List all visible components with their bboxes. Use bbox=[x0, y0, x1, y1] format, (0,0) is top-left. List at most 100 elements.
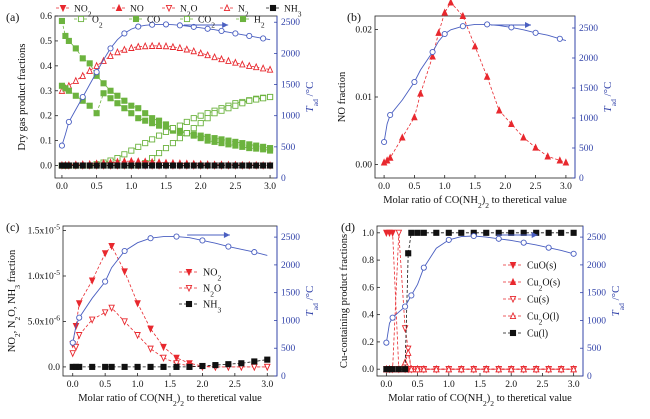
data-point bbox=[135, 115, 142, 122]
y-tick-label: 0.01 bbox=[355, 93, 372, 103]
data-point bbox=[445, 236, 452, 243]
data-point bbox=[251, 249, 258, 256]
data-point bbox=[245, 61, 253, 69]
data-point bbox=[417, 89, 424, 97]
data-point bbox=[121, 151, 128, 158]
data-point bbox=[408, 229, 415, 236]
data-point bbox=[128, 102, 135, 109]
data-point bbox=[252, 62, 260, 71]
legend-label: NO2 bbox=[203, 268, 221, 283]
data-point bbox=[156, 150, 163, 157]
data-point bbox=[173, 233, 180, 240]
data-point bbox=[79, 55, 86, 62]
data-point bbox=[176, 135, 183, 142]
data-point bbox=[520, 133, 527, 141]
x-tick-label: 2.0 bbox=[196, 380, 208, 390]
legend-marker bbox=[509, 261, 517, 270]
arrow-head-icon bbox=[222, 22, 229, 28]
data-point bbox=[135, 23, 142, 30]
data-point bbox=[162, 162, 170, 169]
data-point bbox=[79, 71, 87, 79]
data-point bbox=[218, 54, 225, 63]
data-point bbox=[100, 80, 107, 87]
data-point bbox=[495, 106, 503, 114]
data-point bbox=[114, 47, 121, 56]
legend-marker bbox=[132, 15, 140, 23]
data-point bbox=[128, 147, 135, 154]
series-tad bbox=[383, 232, 577, 346]
data-point bbox=[225, 56, 232, 64]
data-point bbox=[88, 316, 96, 324]
data-point bbox=[458, 229, 465, 236]
data-point bbox=[135, 162, 142, 169]
x-tick-label: 3.0 bbox=[568, 380, 580, 390]
data-point bbox=[246, 97, 253, 104]
legend-marker bbox=[185, 284, 193, 293]
data-point bbox=[259, 64, 267, 72]
data-point bbox=[264, 356, 271, 363]
data-point bbox=[447, 0, 455, 6]
data-point bbox=[108, 363, 115, 370]
data-point bbox=[160, 354, 167, 363]
data-point bbox=[72, 162, 79, 169]
arrow-head-icon bbox=[525, 22, 531, 28]
data-point bbox=[190, 23, 197, 30]
data-point bbox=[239, 60, 246, 68]
x-tick-label: 0.0 bbox=[67, 380, 79, 390]
data-point bbox=[232, 102, 239, 109]
data-point bbox=[75, 300, 83, 308]
y2-tick-label: 1000 bbox=[281, 316, 300, 326]
data-point bbox=[197, 120, 204, 127]
data-point bbox=[251, 358, 258, 365]
data-point bbox=[383, 339, 390, 346]
data-point bbox=[142, 140, 149, 147]
data-point bbox=[411, 113, 418, 121]
data-point bbox=[149, 162, 156, 169]
data-point bbox=[93, 110, 100, 117]
data-point bbox=[183, 45, 191, 53]
data-point bbox=[183, 130, 190, 137]
data-point bbox=[72, 45, 79, 52]
data-point bbox=[218, 27, 225, 35]
series-line bbox=[385, 235, 574, 343]
panel-label: (d) bbox=[341, 220, 355, 234]
data-point bbox=[107, 162, 114, 169]
data-point bbox=[404, 348, 412, 356]
legend-marker bbox=[77, 15, 85, 23]
y-tick-label: 0.0 bbox=[40, 162, 52, 172]
x-tick-label: 1.0 bbox=[443, 380, 455, 390]
y-tick-label: 0.4 bbox=[40, 62, 52, 72]
data-point bbox=[420, 229, 427, 236]
data-point bbox=[190, 115, 197, 122]
data-point bbox=[414, 229, 421, 236]
data-point bbox=[147, 345, 154, 353]
x-tick-label: 2.0 bbox=[499, 182, 511, 192]
data-point bbox=[263, 363, 271, 372]
data-point bbox=[441, 8, 448, 16]
panel-label: (c) bbox=[6, 220, 19, 234]
data-point bbox=[65, 162, 72, 169]
data-point bbox=[408, 364, 415, 373]
data-point bbox=[190, 162, 197, 169]
data-point bbox=[134, 42, 142, 50]
data-point bbox=[395, 229, 403, 238]
data-point bbox=[239, 162, 246, 169]
plot-frame bbox=[62, 225, 278, 377]
data-point bbox=[135, 143, 142, 150]
data-point bbox=[562, 158, 570, 166]
x-tick-label: 3.0 bbox=[560, 182, 572, 192]
data-point bbox=[433, 364, 440, 373]
data-point bbox=[471, 42, 479, 50]
series-line bbox=[72, 307, 268, 368]
data-point bbox=[445, 364, 453, 373]
data-point bbox=[211, 162, 218, 169]
legend-marker bbox=[183, 15, 191, 23]
data-point bbox=[65, 118, 72, 125]
data-point bbox=[253, 142, 260, 149]
data-point bbox=[173, 354, 180, 363]
data-point bbox=[218, 136, 225, 143]
data-point bbox=[225, 361, 232, 368]
data-point bbox=[459, 11, 467, 20]
data-point bbox=[225, 243, 232, 250]
data-point bbox=[162, 41, 170, 50]
